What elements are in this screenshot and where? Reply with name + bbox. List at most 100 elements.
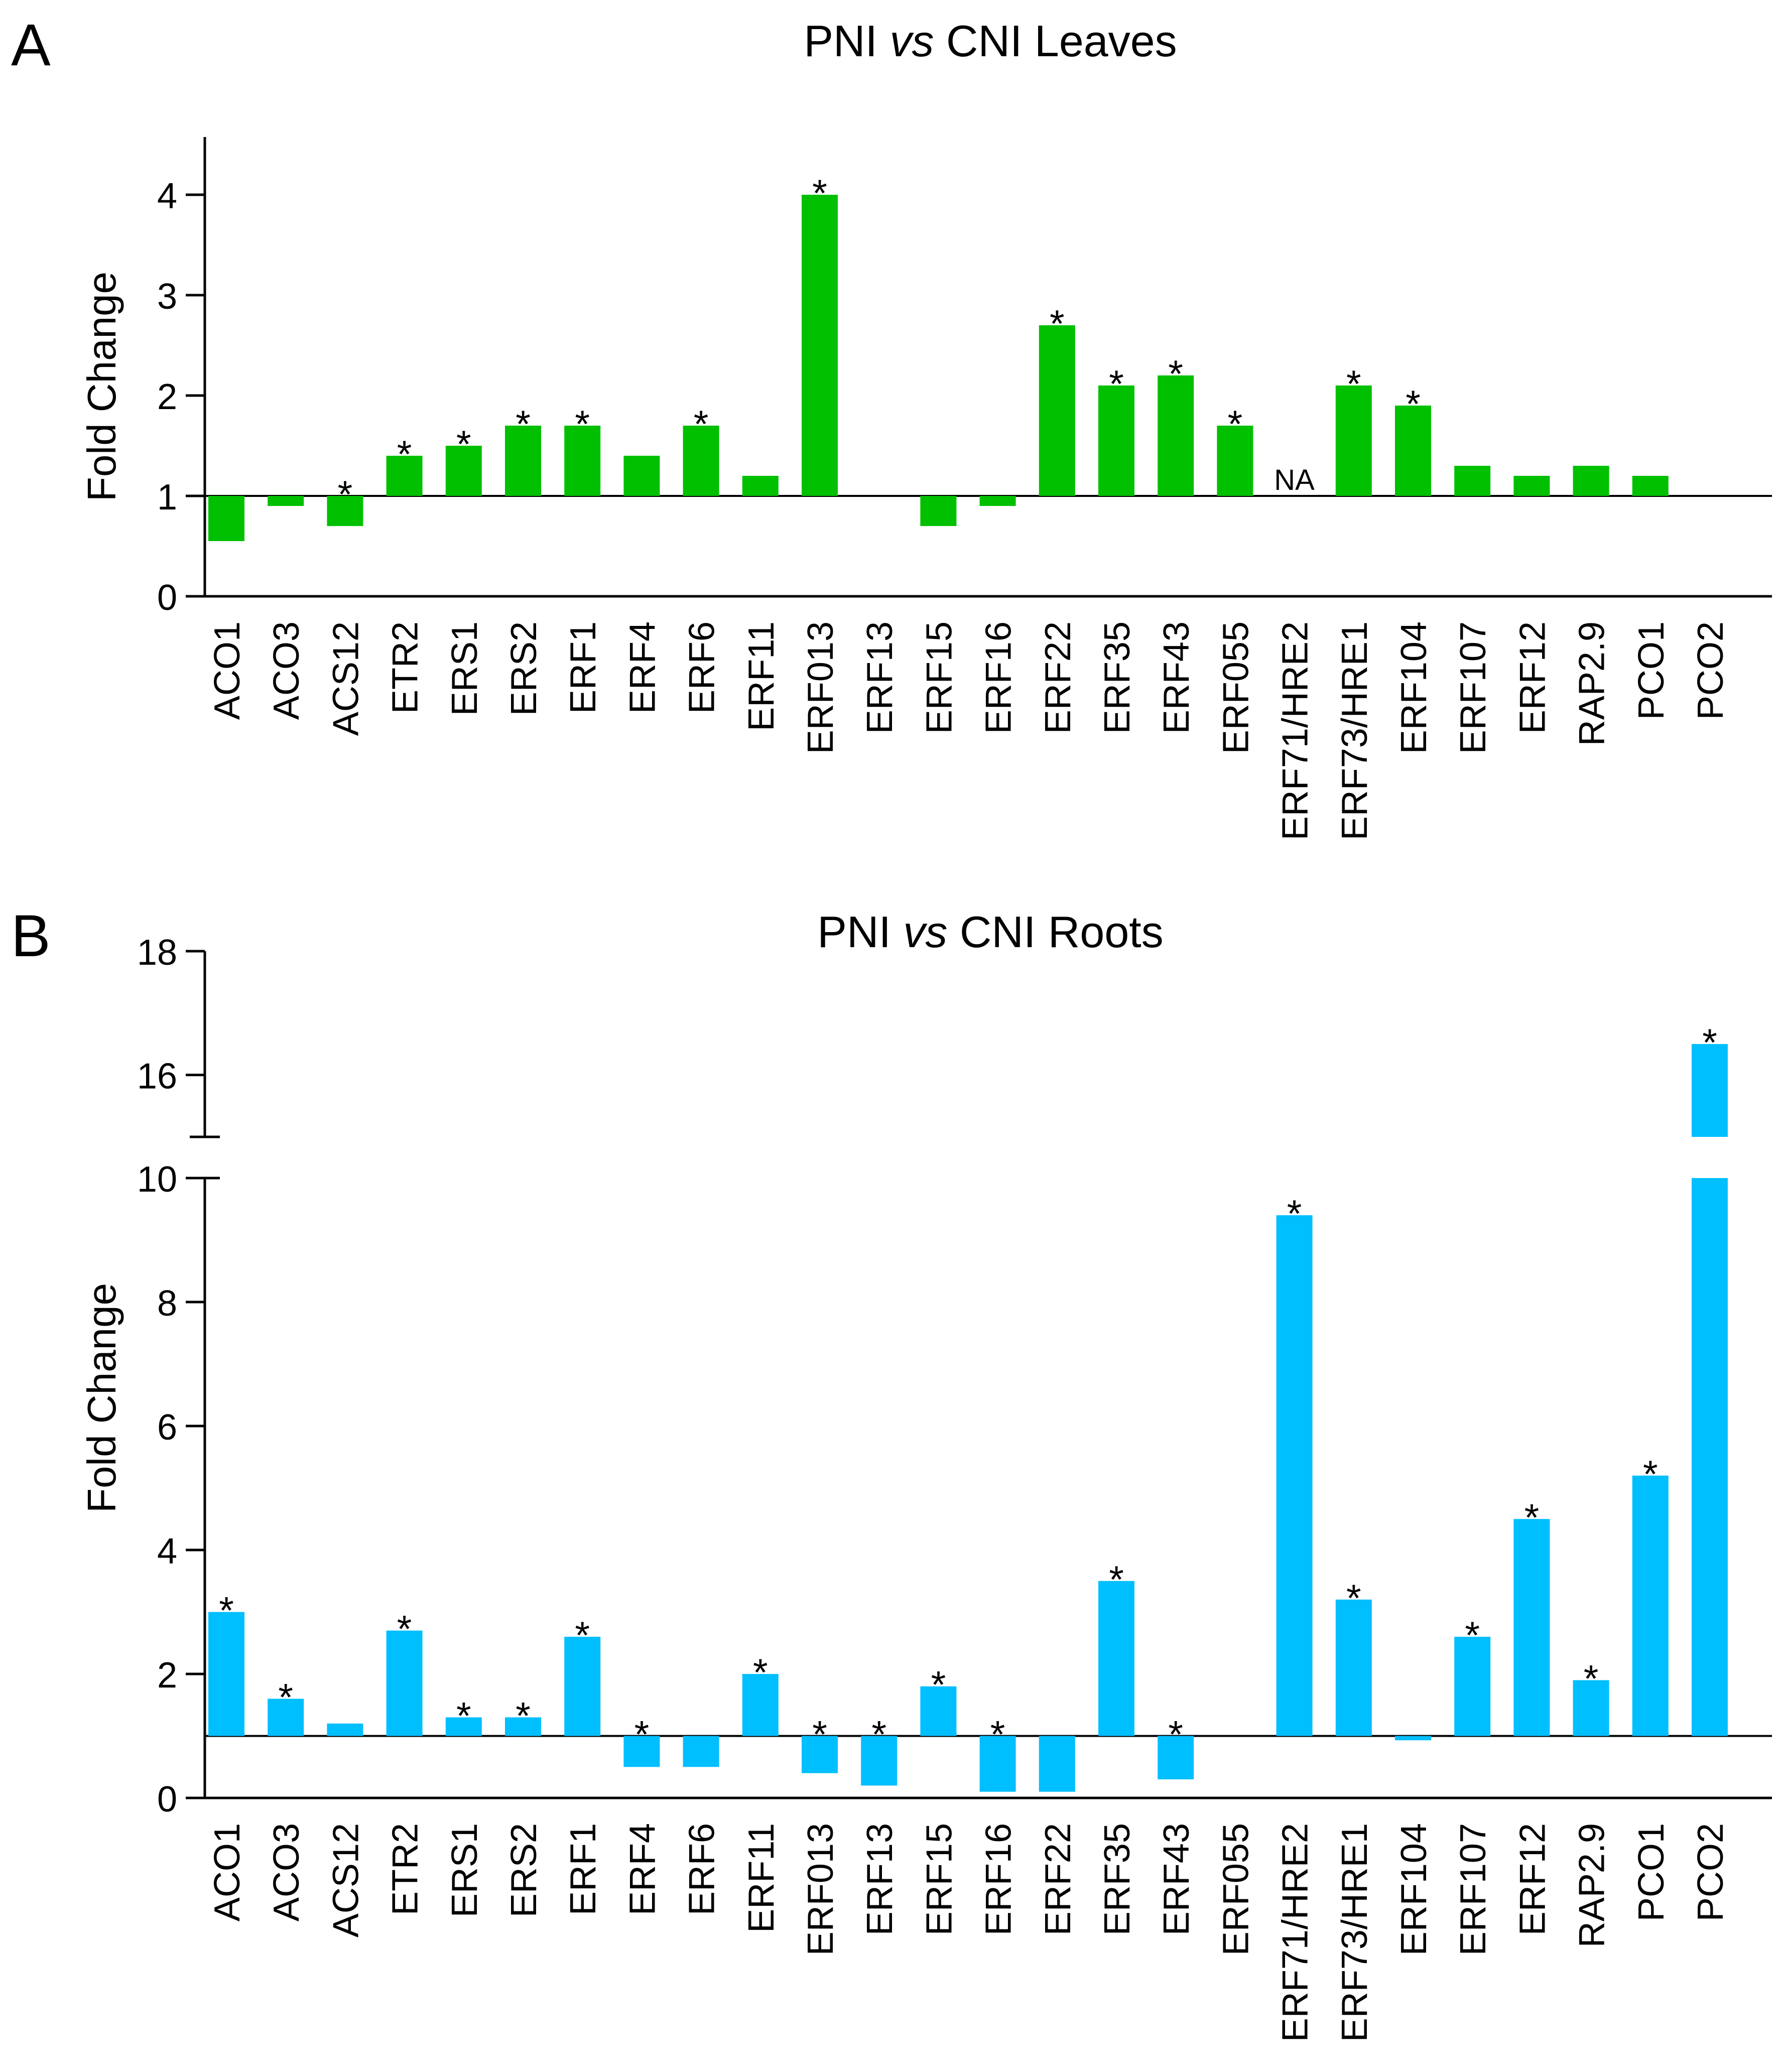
- category-label-erf12: ERF12: [1512, 621, 1553, 734]
- significance-star-erf1: *: [575, 403, 590, 446]
- y-tick-label-8: 8: [157, 1283, 177, 1324]
- y-tick-label-1: 1: [157, 477, 177, 517]
- y-tick-label-2: 2: [157, 377, 177, 417]
- category-label-pco1: PCO1: [1631, 621, 1672, 720]
- category-label-erf1: ERF1: [563, 621, 603, 714]
- significance-star-erf104: *: [1406, 383, 1421, 426]
- bar-erf6: [683, 426, 719, 496]
- bar-erf4: [623, 456, 660, 496]
- significance-star-erf11: *: [753, 1651, 768, 1694]
- bar-erf104: [1395, 1736, 1431, 1741]
- category-label-erf6: ERF6: [682, 1823, 722, 1915]
- category-label-ers2: ERS2: [504, 1823, 544, 1917]
- bar-erf71-hre2: [1276, 1215, 1313, 1736]
- significance-star-ers2: *: [516, 403, 531, 446]
- chart-title-roots: PNI vs CNI Roots: [817, 907, 1164, 957]
- bar-erf4: [623, 1736, 660, 1767]
- category-label-rap2-9: RAP2.9: [1572, 621, 1612, 746]
- bar-erf13: [861, 1736, 898, 1786]
- bar-etr2: [386, 1630, 423, 1736]
- title-roots-pre: PNI: [817, 907, 903, 957]
- bar-rap2-9: [1573, 466, 1609, 496]
- bar-erf12: [1513, 1519, 1550, 1736]
- category-label-erf104: ERF104: [1394, 1823, 1434, 1956]
- category-label-etr2: ETR2: [386, 1823, 426, 1915]
- significance-star-etr2: *: [397, 1608, 412, 1651]
- bar-erf73-hre1: [1335, 385, 1372, 496]
- significance-star-erf16: *: [990, 1714, 1005, 1756]
- category-label-erf35: ERF35: [1097, 621, 1137, 734]
- significance-star-erf22: *: [1050, 303, 1065, 345]
- category-label-erf43: ERF43: [1157, 621, 1197, 734]
- bar-erf12: [1513, 476, 1550, 496]
- y-tick-label-0: 0: [157, 1779, 177, 1820]
- significance-star-erf73-hre1: *: [1346, 363, 1361, 406]
- category-label-erf71-hre2: ERF71/HRE2: [1275, 621, 1316, 840]
- category-label-erf12: ERF12: [1512, 1823, 1553, 1935]
- significance-star-erf013: *: [812, 172, 827, 215]
- bar-erf43: [1158, 375, 1194, 496]
- category-label-aco3: ACO3: [267, 1823, 307, 1921]
- category-label-erf013: ERF013: [801, 621, 841, 754]
- bar-aco3: [268, 1699, 304, 1736]
- category-label-erf43: ERF43: [1157, 1823, 1197, 1935]
- bar-erf11: [742, 1674, 779, 1736]
- y-tick-label-18: 18: [137, 933, 177, 973]
- bar-pco2-lower: [1692, 1178, 1728, 1736]
- bar-erf013: [802, 1736, 838, 1773]
- significance-star-erf13: *: [871, 1714, 886, 1756]
- significance-star-ers2: *: [516, 1695, 531, 1737]
- significance-star-erf35: *: [1109, 363, 1124, 406]
- category-label-rap2-9: RAP2.9: [1572, 1823, 1612, 1948]
- bar-erf013: [802, 195, 838, 496]
- significance-star-erf43: *: [1168, 353, 1183, 396]
- category-label-erf055: ERF055: [1216, 1823, 1256, 1956]
- category-label-ers1: ERS1: [445, 1823, 485, 1917]
- category-label-pco1: PCO1: [1631, 1823, 1672, 1921]
- panel-letter-b: B: [11, 903, 51, 969]
- bar-erf11: [742, 476, 779, 496]
- category-label-aco1: ACO1: [207, 1823, 247, 1921]
- significance-star-aco1: *: [219, 1590, 234, 1632]
- bar-pco2-upper: [1692, 1044, 1728, 1137]
- panel-letter-a: A: [11, 12, 51, 78]
- significance-star-erf43: *: [1168, 1714, 1183, 1756]
- category-label-aco1: ACO1: [207, 621, 247, 720]
- category-label-erf13: ERF13: [860, 621, 900, 734]
- significance-star-ers1: *: [456, 423, 471, 466]
- bar-erf15: [920, 496, 957, 526]
- bar-erf73-hre1: [1335, 1599, 1372, 1736]
- category-label-ers1: ERS1: [445, 621, 485, 716]
- category-label-erf73-hre1: ERF73/HRE1: [1335, 1823, 1375, 2042]
- category-label-pco2: PCO2: [1691, 621, 1731, 720]
- significance-star-rap2-9: *: [1584, 1657, 1599, 1700]
- significance-star-aco3: *: [278, 1676, 293, 1719]
- bar-erf107: [1454, 1636, 1491, 1736]
- y-axis-label-roots: Fold Change: [79, 1283, 124, 1513]
- bar-aco1: [208, 1612, 244, 1736]
- bar-erf15: [920, 1686, 957, 1736]
- category-label-erf107: ERF107: [1453, 621, 1493, 754]
- significance-star-erf055: *: [1228, 403, 1243, 446]
- na-label-erf71-hre2: NA: [1274, 464, 1315, 496]
- bar-erf35: [1098, 1581, 1134, 1736]
- title-leaves-pre: PNI: [804, 16, 889, 66]
- category-label-ers2: ERS2: [504, 621, 544, 716]
- bar-ers2: [505, 1717, 541, 1736]
- y-tick-label-3: 3: [157, 277, 177, 317]
- category-label-erf4: ERF4: [622, 621, 663, 714]
- category-label-erf107: ERF107: [1453, 1823, 1493, 1956]
- bar-pco1: [1632, 1475, 1669, 1736]
- significance-star-ers1: *: [456, 1695, 471, 1737]
- bar-erf107: [1454, 466, 1491, 496]
- y-axis-label-leaves: Fold Change: [79, 272, 124, 501]
- category-label-acs12: ACS12: [326, 1823, 366, 1937]
- significance-star-erf73-hre1: *: [1346, 1577, 1361, 1620]
- category-label-erf11: ERF11: [741, 1823, 782, 1933]
- title-roots-post: CNI Roots: [947, 907, 1163, 957]
- category-label-erf055: ERF055: [1216, 621, 1256, 754]
- chart-leaves: 0 1 2 3 4 ACO1 ACO3 * ACS12 * ETR2 * ERS1 * ERS2 * ERF1 E…: [157, 137, 1772, 840]
- significance-star-pco1: *: [1643, 1453, 1658, 1496]
- significance-star-erf107: *: [1465, 1614, 1480, 1657]
